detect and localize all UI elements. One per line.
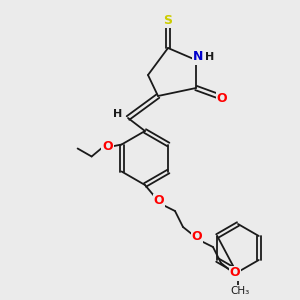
Text: O: O <box>217 92 227 104</box>
Text: CH₃: CH₃ <box>230 286 250 296</box>
Text: O: O <box>102 140 113 153</box>
Text: O: O <box>154 194 164 208</box>
Text: H: H <box>113 109 123 119</box>
Text: N: N <box>193 50 203 64</box>
Text: O: O <box>230 266 240 280</box>
Text: S: S <box>164 14 172 26</box>
Text: O: O <box>192 230 202 244</box>
Text: H: H <box>206 52 214 62</box>
Text: O: O <box>230 266 240 280</box>
